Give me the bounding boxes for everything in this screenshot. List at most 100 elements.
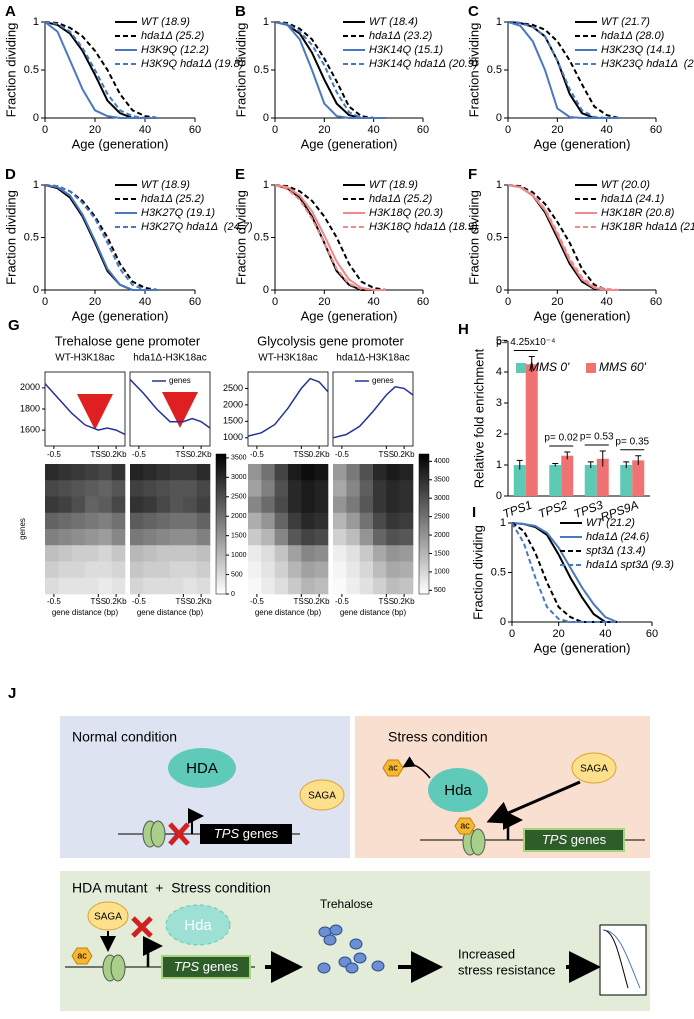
saga-label: SAGA <box>94 912 122 923</box>
heatmap-cell <box>373 480 387 497</box>
colorbar-tick-label: 1000 <box>434 569 450 576</box>
x-tick-label: 40 <box>368 124 380 136</box>
heatmap-cell <box>301 545 315 562</box>
heatmap-cell <box>386 561 400 579</box>
heatmap-cell <box>274 512 289 530</box>
x-tick-label: TSS <box>91 597 107 606</box>
colorbar-tick-label: 4000 <box>434 458 450 465</box>
x-tick-label: 60 <box>189 124 201 136</box>
panel-label: D <box>5 166 16 183</box>
y-tick-label: 1000 <box>223 432 243 442</box>
x-tick-label: -0.5 <box>250 597 264 606</box>
y-tick-label: 1 <box>33 16 39 28</box>
heatmap-cell <box>170 464 184 481</box>
heatmap-cell <box>399 545 414 562</box>
heatmap-cell <box>399 464 414 481</box>
stress-box: Stress condition ac Hda SAGA ac TPS gene… <box>355 716 650 858</box>
heatmap-cell <box>314 577 329 595</box>
ac-label: ac <box>460 820 470 830</box>
heatmap-cell <box>85 561 99 579</box>
saga <box>87 901 129 931</box>
heatmap-cell <box>333 561 347 579</box>
p-value: p= 0.53 <box>580 432 614 443</box>
heatmap-cell <box>170 480 184 497</box>
y-tick-label: 1 <box>496 179 502 191</box>
heatmap-cell <box>85 496 99 514</box>
heatmap-cell <box>45 545 59 562</box>
nucleosome <box>470 828 486 856</box>
heatmap-cell <box>301 480 315 497</box>
heatmap-cell <box>248 577 262 595</box>
x-tick-label: -0.5 <box>132 450 146 459</box>
heatmap-cell <box>314 480 329 497</box>
heatmap-cell <box>58 561 72 579</box>
survival-curve <box>44 21 158 119</box>
heatmap-cell <box>58 480 72 497</box>
hda-label: HDA <box>186 760 218 777</box>
heatmap-cell <box>130 496 144 514</box>
heatmap-cell <box>143 529 157 546</box>
nucleosome <box>150 820 166 848</box>
profile-line <box>247 377 329 437</box>
panel-title: WT-H3K18ac <box>55 353 114 364</box>
error-bar <box>552 462 559 467</box>
x-tick-label: -0.5 <box>335 597 349 606</box>
y-tick-label: 1 <box>263 16 269 28</box>
tss-arrow <box>143 936 163 967</box>
x-tick-label: -0.5 <box>335 450 349 459</box>
heatmap-cell <box>359 496 374 514</box>
hda-label: Hda <box>184 917 212 934</box>
colorbar-tick-label: 3500 <box>434 477 450 484</box>
heatmap-cell <box>373 577 387 595</box>
profile-line <box>44 383 126 436</box>
legend-swatch <box>586 363 596 373</box>
y-axis-label: Fraction dividing <box>470 525 485 620</box>
x-tick-label: -0.5 <box>132 597 146 606</box>
hda-mutant <box>165 904 231 946</box>
heatmap-cell <box>386 464 400 481</box>
heatmap-cell <box>196 529 211 546</box>
legend-label: H3K23Q (14.1) <box>601 44 675 56</box>
heatmap-cell <box>314 529 329 546</box>
gene-suffix: genes <box>567 832 607 847</box>
heatmap-cell <box>183 529 197 546</box>
x-tick-label: 60 <box>650 124 662 136</box>
heatmap-cell <box>274 545 289 562</box>
heatmap-cell <box>288 496 302 514</box>
heatmap-cell <box>130 577 144 595</box>
heatmap-cell <box>399 529 414 546</box>
box-title: Normal condition <box>72 729 177 745</box>
heatmap-cell <box>98 561 112 579</box>
hda <box>428 768 488 812</box>
y-tick-label: 0 <box>33 112 39 124</box>
heatmap-cell <box>45 577 59 595</box>
heatmap-cell <box>170 561 184 579</box>
heatmap-cell <box>314 561 329 579</box>
heatmap-cell <box>156 561 171 579</box>
heatmap-cell <box>248 545 262 562</box>
heatmap-cell <box>85 577 99 595</box>
heatmap-cell <box>274 496 289 514</box>
gene-suffix: genes <box>239 826 279 841</box>
heatmap-x-label: gene distance (bp) <box>137 608 204 617</box>
bar <box>525 364 538 496</box>
heatmap-cell <box>196 512 211 530</box>
box-title: HDA mutant + Stress condition <box>72 880 271 896</box>
heatmap-cell <box>386 496 400 514</box>
x-tick-label: 20 <box>318 124 330 136</box>
p-value: p= 4.25x10⁻⁴ <box>496 337 555 348</box>
heatmap-cell <box>111 496 126 514</box>
heatmap-cell <box>183 464 197 481</box>
heatmap-cell <box>248 529 262 546</box>
x-tick-label: 20 <box>551 124 563 136</box>
error-bar <box>564 451 571 460</box>
heatmap-cell <box>156 480 171 497</box>
heatmap-cell <box>261 480 275 497</box>
heatmap-cell <box>45 529 59 546</box>
x-tick-label: 0.2Kb <box>394 597 415 606</box>
y-tick-label: 1600 <box>20 425 40 435</box>
x-tick-label: 0 <box>509 628 515 640</box>
colorbar-tick-label: 2000 <box>231 513 247 520</box>
heatmap-cell <box>71 561 86 579</box>
